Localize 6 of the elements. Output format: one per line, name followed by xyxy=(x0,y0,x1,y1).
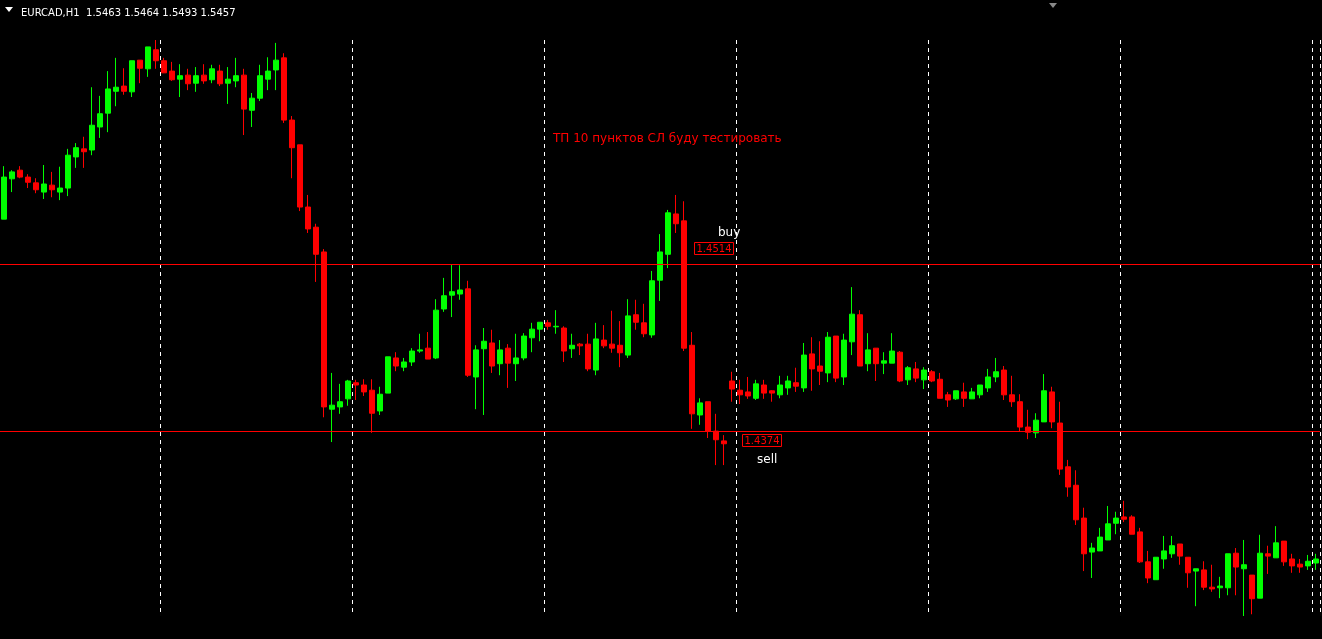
annotation: ТП 10 пунктов СЛ буду тестировать xyxy=(552,131,782,145)
annotation: buy xyxy=(718,225,741,239)
chart-title: EURCAD,H1 1.5463 1.5464 1.5493 1.5457 xyxy=(21,6,236,18)
annotation: 1.4514 xyxy=(696,243,732,254)
annotation: 1.4374 xyxy=(744,435,780,446)
annotation: sell xyxy=(757,452,778,466)
